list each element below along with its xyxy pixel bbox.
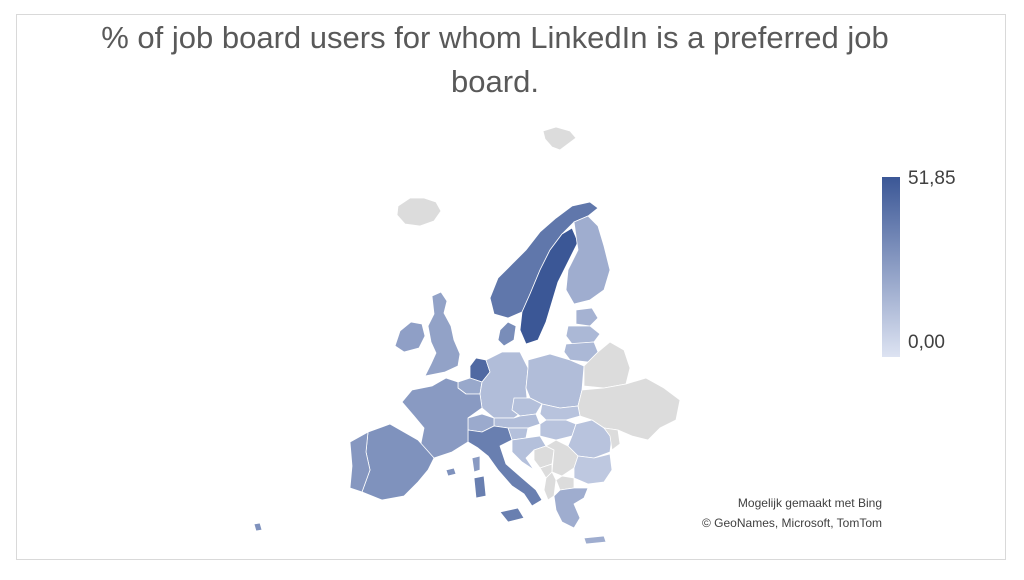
country-spain-canary[interactable] xyxy=(253,522,263,532)
country-latvia[interactable] xyxy=(565,325,601,345)
country-france[interactable] xyxy=(401,377,483,459)
country-finland[interactable] xyxy=(565,215,611,305)
country-portugal[interactable] xyxy=(349,431,371,493)
country-france-corsica[interactable] xyxy=(471,455,481,473)
country-estonia[interactable] xyxy=(575,307,599,327)
country-slovakia[interactable] xyxy=(539,403,581,421)
country-svalbard[interactable] xyxy=(542,126,577,151)
country-denmark[interactable] xyxy=(497,321,517,347)
country-spain-balearic[interactable] xyxy=(445,467,457,477)
chart-title: % of job board users for whom LinkedIn i… xyxy=(101,20,889,99)
map-credit-providers: © GeoNames, Microsoft, TomTom xyxy=(702,516,882,530)
country-italy[interactable] xyxy=(467,425,543,507)
country-ireland[interactable] xyxy=(394,321,426,353)
country-iceland[interactable] xyxy=(396,197,442,227)
country-italy-sardinia[interactable] xyxy=(473,475,487,499)
country-united-kingdom[interactable] xyxy=(424,291,461,377)
country-sweden[interactable] xyxy=(519,227,579,345)
legend-max-label: 51,85 xyxy=(908,168,956,189)
country-croatia[interactable] xyxy=(511,435,547,471)
country-greece[interactable] xyxy=(553,487,589,529)
country-belarus[interactable] xyxy=(583,341,631,389)
legend-min-label: 0,00 xyxy=(908,332,945,353)
country-poland[interactable] xyxy=(525,353,585,409)
country-bulgaria[interactable] xyxy=(573,453,613,485)
country-north-macedonia[interactable] xyxy=(555,475,575,491)
country-greece-crete[interactable] xyxy=(583,535,607,545)
country-moldova[interactable] xyxy=(603,427,621,451)
map-credit-bing: Mogelijk gemaakt met Bing xyxy=(737,496,882,510)
country-italy-sicily[interactable] xyxy=(499,507,525,523)
country-hungary[interactable] xyxy=(539,419,577,441)
legend-color-bar xyxy=(882,177,900,357)
